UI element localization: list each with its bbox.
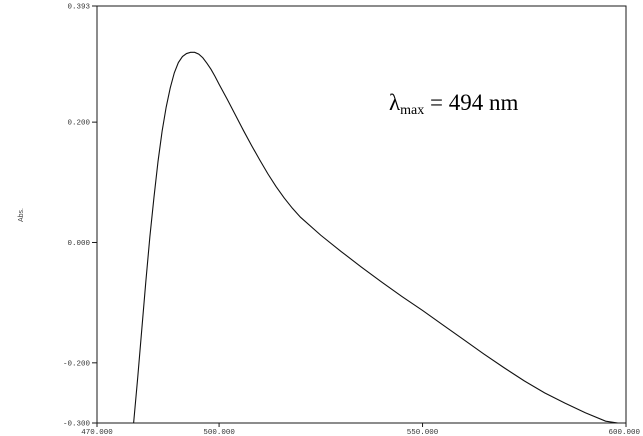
y-tick-label: 0.000	[67, 240, 90, 248]
y-tick-label: 0.393	[67, 4, 90, 12]
y-tick-label: -0.300	[63, 421, 91, 429]
spectrum-line	[133, 51, 618, 424]
lambda-subscript: max	[400, 103, 424, 118]
x-tick-label: 600.000	[608, 429, 640, 436]
lambda-value: = 494 nm	[424, 90, 518, 115]
y-axis-ticks: 0.393 0.200 0.000 -0.200 -0.300	[63, 4, 97, 429]
y-tick-label: 0.200	[67, 120, 90, 128]
lambda-symbol: λ	[389, 90, 401, 115]
x-tick-label: 550.000	[407, 429, 439, 436]
x-axis-ticks: 470.000 500.000 550.000 600.000	[81, 423, 640, 436]
x-tick-label: 470.000	[81, 429, 113, 436]
x-tick-label: 500.000	[203, 429, 235, 436]
y-axis-label: Abs.	[18, 208, 25, 222]
y-tick-label: -0.200	[63, 360, 91, 368]
lambda-max-annotation: λmax = 494 nm	[389, 90, 518, 118]
plot-frame	[96, 5, 627, 424]
